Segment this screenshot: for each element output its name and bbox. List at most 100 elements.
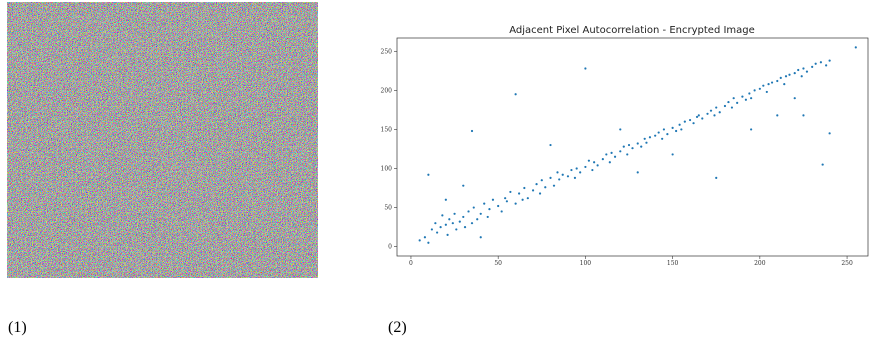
point [539,192,541,194]
point [788,74,790,76]
point [436,231,438,233]
point [523,187,525,189]
point [427,174,429,176]
point [780,77,782,79]
panel-label: (2) [388,319,407,336]
point [448,218,450,220]
x-tick-label: 150 [667,260,679,267]
point [741,96,743,98]
point [811,66,813,68]
point [473,206,475,208]
y-tick-label: 200 [381,87,393,94]
point [549,177,551,179]
point [462,185,464,187]
point [570,169,572,171]
point [464,226,466,228]
point [579,171,581,173]
point [644,138,646,140]
point [710,110,712,112]
point [631,147,633,149]
point [736,102,738,104]
x-tick-label: 100 [580,260,592,267]
point [509,191,511,193]
point [522,199,524,201]
point [576,167,578,169]
point [829,132,831,134]
point [801,75,803,77]
point [855,46,857,48]
point [776,80,778,82]
point [518,192,520,194]
point [427,242,429,244]
point [419,239,421,241]
point [619,150,621,152]
point [558,178,560,180]
point [556,171,558,173]
point [574,177,576,179]
y-tick-label: 150 [381,126,393,133]
point [766,91,768,93]
point [754,89,756,91]
point [431,228,433,230]
y-tick-label: 0 [388,244,392,251]
point [626,153,628,155]
point [515,93,517,95]
point [713,114,715,116]
point [783,83,785,85]
point [767,83,769,85]
point [689,119,691,121]
point [698,114,700,116]
point [829,60,831,62]
point [541,179,543,181]
point [794,97,796,99]
point [750,128,752,130]
point [445,224,447,226]
point [471,222,473,224]
chart-title: Adjacent Pixel Autocorrelation - Encrypt… [509,25,755,36]
point [480,236,482,238]
point [762,85,764,87]
point [623,146,625,148]
point [679,124,681,126]
point [645,142,647,144]
point [609,161,611,163]
point [666,133,668,135]
point [771,81,773,83]
point [497,205,499,207]
point [455,228,457,230]
point [602,158,604,160]
point [628,144,630,146]
point [452,222,454,224]
point [701,117,703,119]
point [440,226,442,228]
point [446,234,448,236]
point [453,213,455,215]
panel-label: (1) [8,319,27,336]
point [567,175,569,177]
point [661,138,663,140]
point [684,121,686,123]
point [483,203,485,205]
point [776,114,778,116]
point [584,166,586,168]
point [750,97,752,99]
point [815,63,817,65]
point [733,97,735,99]
x-tick-label: 250 [841,260,853,267]
point [584,67,586,69]
point [794,72,796,74]
point [462,216,464,218]
point [459,221,461,223]
encrypted-image [7,2,318,278]
point [588,160,590,162]
point [637,171,639,173]
y-tick-label: 100 [381,165,393,172]
y-tick-label: 250 [381,48,393,55]
point [825,64,827,66]
point [591,169,593,171]
point [727,101,729,103]
point [441,214,443,216]
point [562,174,564,176]
y-tick-label: 50 [384,205,392,212]
point [785,75,787,77]
